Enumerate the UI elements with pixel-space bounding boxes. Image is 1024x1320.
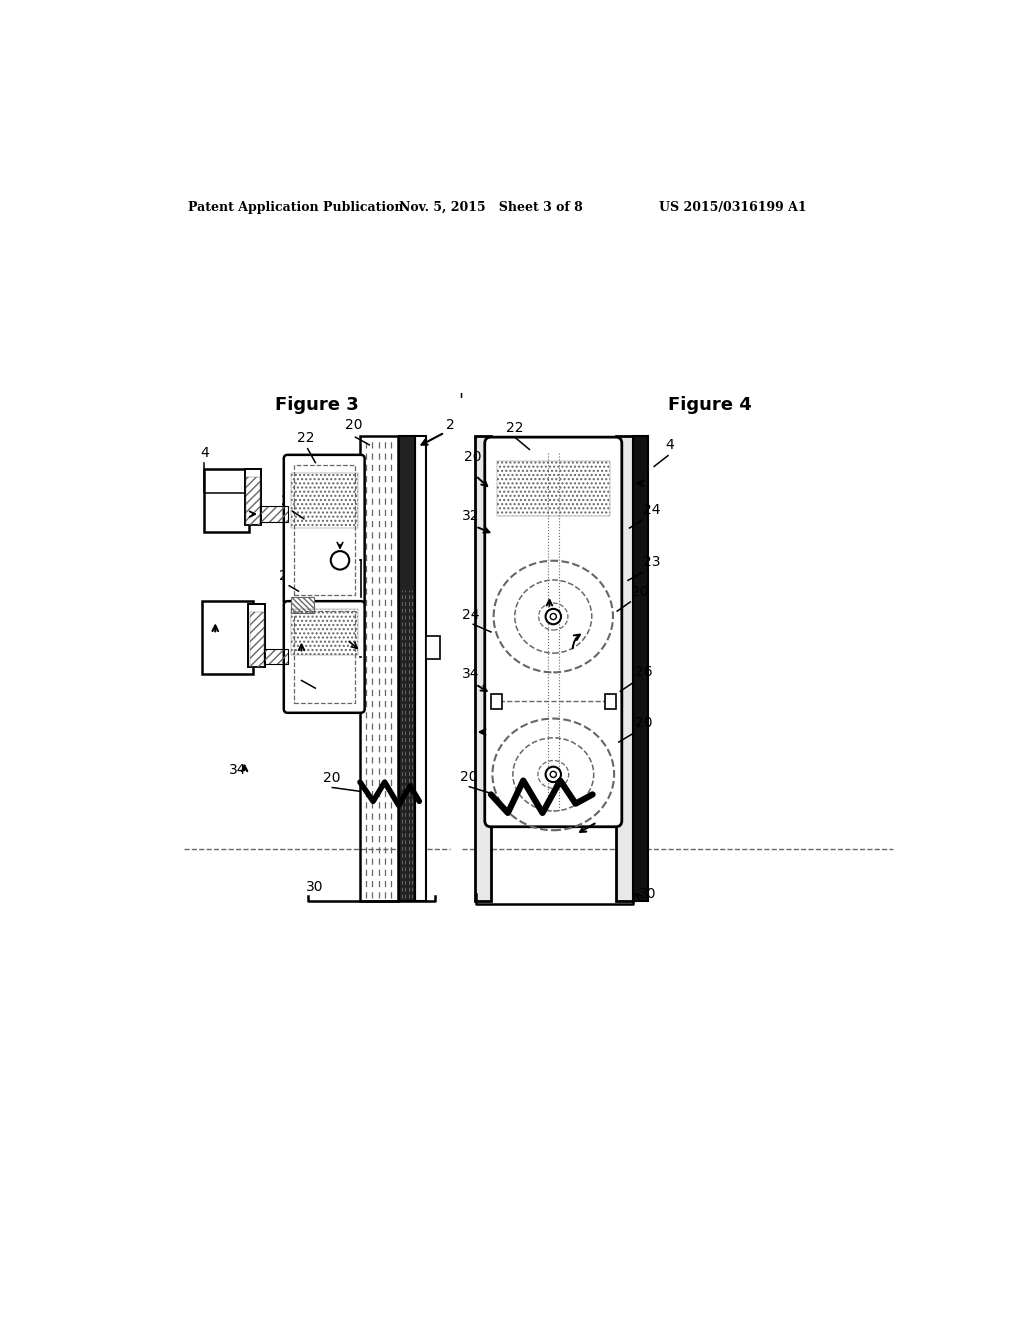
Bar: [291, 609, 357, 655]
Text: 20: 20: [460, 770, 477, 784]
Bar: [605, 693, 615, 709]
Bar: [205, 469, 249, 532]
Text: 20: 20: [464, 450, 481, 465]
Text: 4: 4: [200, 446, 209, 461]
Text: 20: 20: [631, 585, 648, 599]
Bar: [250, 612, 264, 668]
FancyBboxPatch shape: [284, 601, 365, 713]
Text: Nov. 5, 2015   Sheet 3 of 8: Nov. 5, 2015 Sheet 3 of 8: [398, 201, 583, 214]
Bar: [615, 436, 633, 902]
Bar: [490, 693, 502, 709]
Circle shape: [546, 609, 561, 624]
Bar: [360, 436, 397, 902]
Text: 26: 26: [292, 665, 310, 678]
Bar: [245, 470, 261, 525]
Text: 2: 2: [599, 805, 607, 820]
Bar: [426, 636, 440, 659]
Bar: [399, 436, 415, 902]
Bar: [291, 473, 357, 528]
Circle shape: [331, 552, 349, 570]
Text: 23: 23: [643, 556, 660, 569]
Bar: [202, 601, 253, 675]
Text: 32: 32: [209, 624, 226, 639]
Bar: [264, 649, 288, 664]
Text: 20: 20: [345, 418, 362, 433]
Text: 38: 38: [398, 891, 416, 904]
Text: 26: 26: [635, 665, 652, 678]
Text: Figure 4: Figure 4: [668, 396, 752, 413]
Text: 22: 22: [506, 421, 523, 434]
Bar: [415, 436, 426, 902]
Text: 34: 34: [229, 763, 247, 777]
Text: 32: 32: [462, 510, 479, 523]
Text: 30: 30: [306, 880, 324, 895]
Bar: [294, 465, 354, 595]
Text: Patent Application Publication: Patent Application Publication: [188, 201, 403, 214]
Text: US 2015/0316199 A1: US 2015/0316199 A1: [658, 201, 807, 214]
Text: 24: 24: [643, 503, 660, 517]
Bar: [294, 611, 354, 702]
Text: 30: 30: [639, 887, 656, 900]
Bar: [249, 605, 265, 668]
Bar: [475, 436, 490, 902]
Text: ': ': [459, 392, 464, 411]
Text: 22: 22: [297, 430, 314, 445]
Circle shape: [550, 614, 556, 619]
Bar: [497, 461, 609, 516]
Bar: [260, 507, 288, 521]
Text: 34: 34: [462, 667, 479, 681]
Circle shape: [546, 767, 561, 781]
Text: 24: 24: [462, 609, 479, 622]
Bar: [633, 436, 648, 902]
Text: 20: 20: [323, 771, 341, 785]
FancyBboxPatch shape: [484, 437, 622, 826]
Circle shape: [550, 771, 556, 777]
Text: 4: 4: [665, 438, 674, 453]
FancyBboxPatch shape: [284, 455, 365, 605]
Bar: [260, 507, 288, 521]
Text: 24: 24: [282, 494, 299, 508]
Text: 2: 2: [446, 418, 455, 433]
Bar: [246, 478, 260, 525]
Text: 20: 20: [635, 715, 652, 730]
Bar: [291, 597, 313, 614]
Text: 23: 23: [280, 569, 297, 583]
Text: Figure 3: Figure 3: [275, 396, 359, 413]
Bar: [264, 649, 288, 664]
